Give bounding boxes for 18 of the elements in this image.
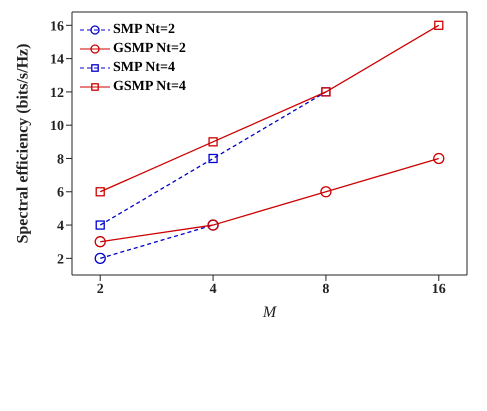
y-tick-label: 10 (50, 119, 64, 134)
y-tick-label: 14 (50, 52, 64, 68)
y-tick-label: 2 (57, 252, 64, 268)
y-tick-label: 4 (57, 219, 64, 234)
x-tick-label: 2 (96, 282, 104, 297)
legend-label: GSMP Nt=2 (113, 40, 186, 56)
x-tick-label: 16 (432, 282, 446, 297)
x-tick-label: 4 (210, 282, 217, 297)
x-axis-title: M (262, 304, 278, 321)
legend-label: SMP Nt=2 (113, 22, 176, 38)
legend-label: GSMP Nt=4 (113, 78, 186, 94)
y-tick-label: 8 (57, 152, 64, 168)
x-tick-label: 8 (322, 282, 330, 297)
y-tick-label: 16 (50, 19, 64, 34)
y-tick-label: 12 (50, 86, 64, 101)
legend-label: SMP Nt=4 (113, 60, 176, 76)
y-tick-label: 6 (57, 186, 64, 201)
y-axis-title: Spectral efficiency (bits/s/Hz) (14, 44, 32, 244)
